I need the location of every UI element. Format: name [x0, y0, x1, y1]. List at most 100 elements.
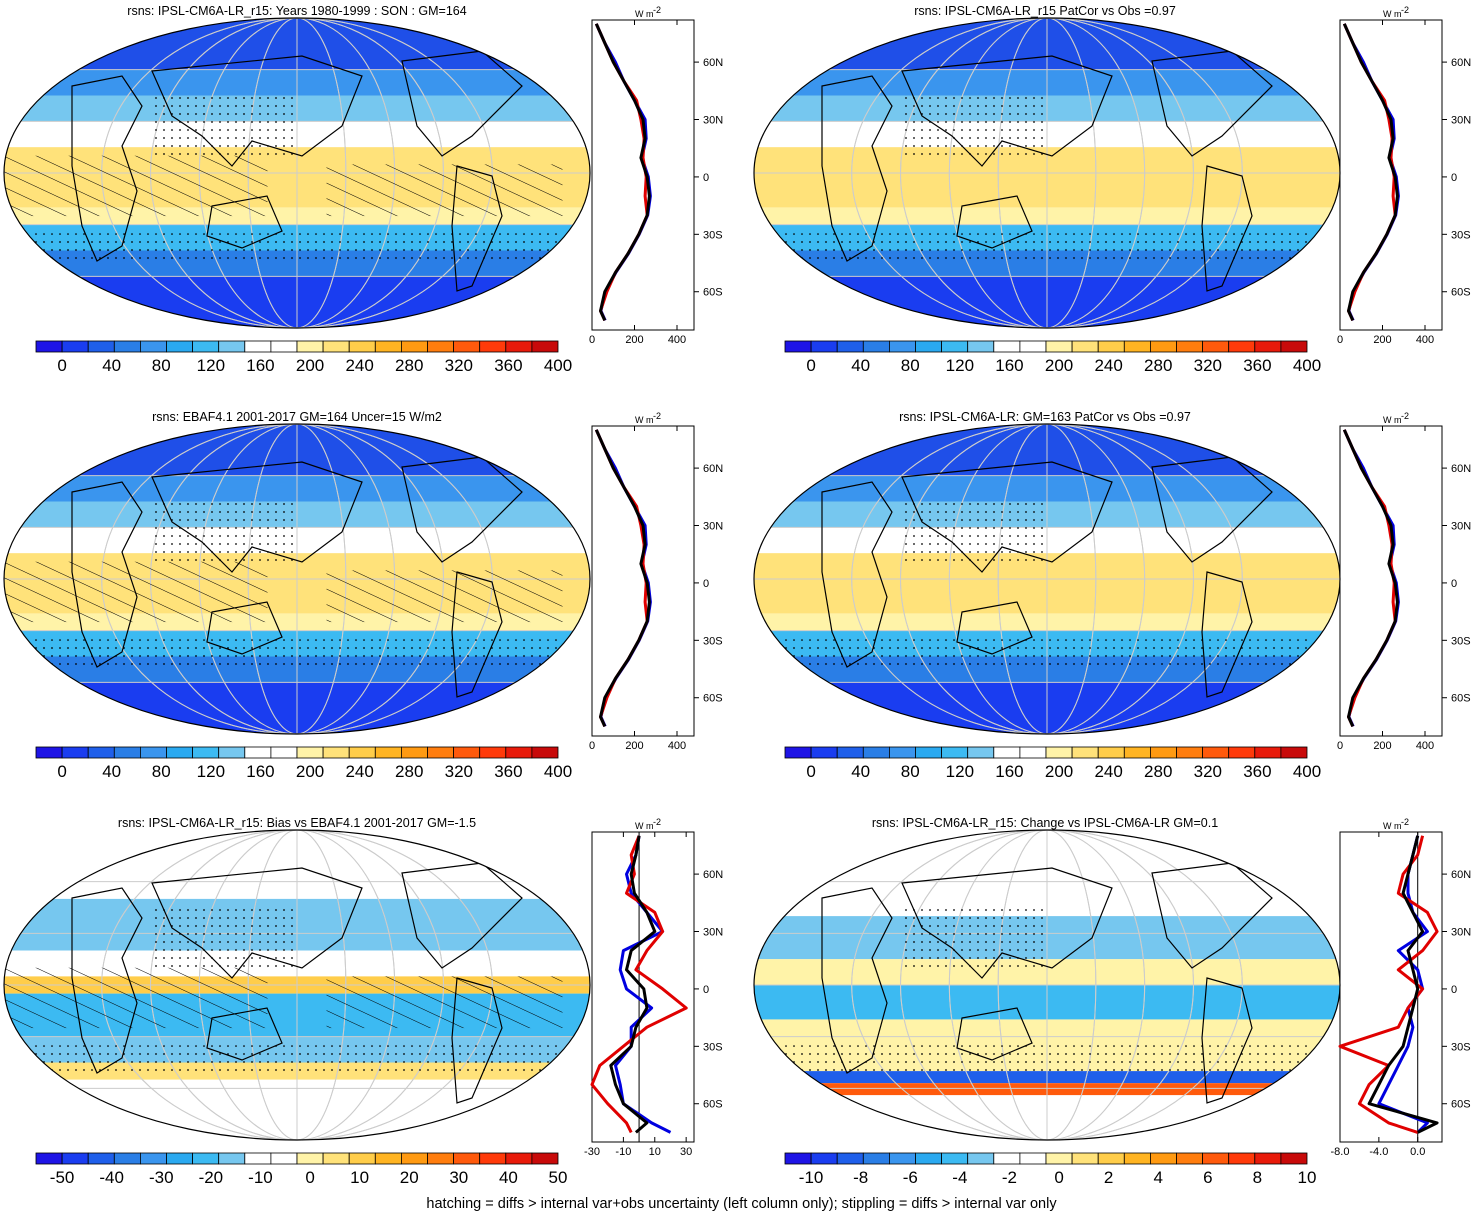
- colorbar-label-5: 200: [1044, 762, 1074, 781]
- continent-outline-2: [206, 601, 283, 655]
- profile-tick-2: 400: [668, 740, 686, 752]
- colorbar-label-6: 10: [350, 1168, 370, 1187]
- map-border: [3, 829, 591, 1141]
- profile-frame: [591, 831, 695, 1143]
- colorbar-swatch-0: [784, 746, 812, 759]
- colorbar-swatch-6: [192, 1152, 220, 1165]
- colorbar-label-7: 280: [1144, 762, 1173, 781]
- colorbar-label-7: 280: [395, 762, 424, 781]
- colorbar-swatch-0: [35, 1152, 63, 1165]
- colorbar-swatch-12: [1097, 1152, 1125, 1165]
- colorbar-label-4: 160: [995, 356, 1024, 375]
- colorbar-swatch-7: [218, 746, 246, 759]
- profile-series-1: [1342, 23, 1397, 322]
- colorbar-label-4: -10: [248, 1168, 273, 1187]
- colorbar-swatch-10: [296, 340, 324, 353]
- profile-tick-1: 200: [625, 334, 643, 346]
- zonal-profile-p2: W m -2 60N 30N 0 30S 60S 0 200 400: [1337, 5, 1471, 346]
- continent-outline-0: [71, 75, 143, 262]
- colorbar-swatch-11: [1071, 340, 1099, 353]
- continent-outline-4: [1201, 165, 1253, 292]
- lat-label-0: 60N: [703, 463, 723, 475]
- profile-unit: W m: [635, 415, 654, 425]
- colorbar-swatch-9: [270, 746, 298, 759]
- colorbar-swatch-19: [531, 746, 559, 759]
- colorbar-p6: [784, 1152, 1308, 1165]
- colorbar-label-7: 20: [399, 1168, 419, 1187]
- lat-label-4: 60S: [1451, 1099, 1471, 1111]
- profile-frame: [1339, 19, 1443, 331]
- profile-series-1: [590, 835, 688, 1134]
- colorbar-label-6: 2: [1103, 1168, 1114, 1187]
- colorbar-label-1: 40: [102, 762, 122, 781]
- colorbar-label-9: 360: [494, 356, 523, 375]
- colorbar-label-4: 160: [246, 356, 275, 375]
- continent-outline-0: [821, 481, 893, 668]
- colorbar-label-7: 280: [395, 356, 424, 375]
- lat-label-0: 60N: [1451, 57, 1471, 69]
- colorbar-p5: [35, 1152, 559, 1165]
- lat-label-1: 30N: [1451, 927, 1471, 939]
- colorbar-swatch-19: [1280, 340, 1308, 353]
- continent-outline-4: [1201, 977, 1253, 1104]
- colorbar-swatch-1: [61, 340, 89, 353]
- continent-outline-2: [206, 1007, 283, 1061]
- profile-tick-1: 200: [1373, 334, 1391, 346]
- colorbar-label-2: 80: [151, 762, 171, 781]
- lat-label-0: 60N: [703, 869, 723, 881]
- colorbar-swatch-15: [427, 746, 455, 759]
- colorbar-swatch-5: [166, 1152, 194, 1165]
- colorbar-swatch-4: [889, 1152, 916, 1165]
- colorbar-swatch-6: [192, 746, 220, 759]
- colorbar-p2: [784, 340, 1308, 353]
- colorbar-swatch-2: [836, 1152, 864, 1165]
- map-border: [3, 17, 591, 329]
- colorbar-swatch-7: [967, 1152, 995, 1165]
- colorbar-label-8: 320: [1193, 762, 1222, 781]
- colorbar-label-10: 10: [1297, 1168, 1317, 1187]
- profile-tick-0: -8.0: [1331, 1146, 1350, 1158]
- colorbar-swatch-13: [374, 1152, 402, 1165]
- colorbar-label-9: 360: [494, 762, 523, 781]
- colorbar-swatch-0: [784, 340, 812, 353]
- zonal-profile-p5: W m -2 60N 30N 0 30S 60S -30 -10 10 30: [584, 817, 723, 1158]
- colorbar-swatch-13: [1123, 1152, 1151, 1165]
- map-border: [3, 423, 591, 735]
- colorbar-label-0: 0: [806, 762, 816, 781]
- lat-label-1: 30N: [703, 927, 723, 939]
- profile-series-1: [1338, 835, 1439, 1134]
- zonal-profile-p4: W m -2 60N 30N 0 30S 60S 0 200 400: [1337, 411, 1471, 752]
- continent-outline-1: [151, 461, 363, 573]
- lat-label-1: 30N: [1451, 115, 1471, 127]
- profile-tick-0: 0: [1337, 334, 1343, 346]
- profile-tick-2: 400: [1416, 334, 1434, 346]
- profile-series-2: [1377, 835, 1429, 1134]
- panel-title-4: rsns: IPSL-CM6A-LR: GM=163 PatCor vs Obs…: [899, 410, 1191, 424]
- colorbar-label-5: 200: [295, 762, 325, 781]
- colorbar-swatch-13: [374, 746, 402, 759]
- profile-tick-2: 400: [668, 334, 686, 346]
- colorbar-label-10: 50: [548, 1168, 568, 1187]
- colorbar-label-8: 320: [444, 356, 473, 375]
- profile-series-0: [1367, 835, 1439, 1134]
- lat-label-4: 60S: [703, 1099, 723, 1111]
- colorbar-swatch-1: [810, 746, 838, 759]
- profile-series-0: [1342, 429, 1399, 728]
- profile-series-2: [1342, 429, 1400, 728]
- colorbar-swatch-8: [244, 1152, 272, 1165]
- colorbar-swatch-15: [1176, 746, 1204, 759]
- profile-tick-1: -10: [615, 1146, 631, 1158]
- colorbar-label-3: -20: [198, 1168, 224, 1187]
- colorbar-swatch-18: [1254, 340, 1282, 353]
- profile-unit-sup: -2: [653, 817, 661, 827]
- colorbar-swatch-14: [1149, 1152, 1177, 1165]
- map-p5: [3, 829, 591, 1141]
- colorbar-label-2: -30: [148, 1168, 174, 1187]
- colorbar-swatch-14: [400, 1152, 428, 1165]
- continent-outline-4: [451, 165, 503, 292]
- lat-label-3: 30S: [1451, 1041, 1471, 1053]
- colorbar-swatch-3: [113, 340, 141, 353]
- colorbar-swatch-19: [1280, 1152, 1308, 1165]
- colorbar-swatch-10: [1045, 340, 1073, 353]
- colorbar-swatch-9: [270, 1152, 298, 1165]
